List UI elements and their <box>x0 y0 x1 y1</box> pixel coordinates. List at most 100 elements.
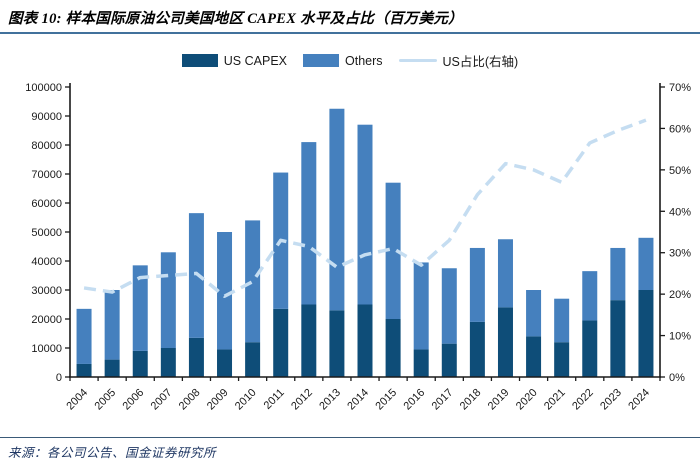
left-tick-label: 10000 <box>31 343 62 355</box>
us-capex-bar <box>132 350 148 377</box>
capex-stacked-bar-line-chart: 0 10000 20000 30000 40000 50000 60000 70000 8000… <box>25 82 691 413</box>
footer-divider <box>0 437 700 438</box>
year-label: 2010 <box>233 387 259 413</box>
right-tick-label: 20% <box>669 289 691 301</box>
others-bar <box>245 220 261 343</box>
us-capex-bar <box>76 363 92 377</box>
us-capex-bar <box>217 349 233 377</box>
legend-label-us-share: US占比(右轴) <box>442 55 519 69</box>
others-bar <box>554 298 570 343</box>
us-capex-bar <box>301 304 317 377</box>
legend-item-us-share: US占比(右轴) <box>398 51 519 70</box>
others-bar <box>104 290 120 360</box>
legend-item-us-capex: US CAPEX <box>181 53 287 68</box>
us-capex-bar <box>441 343 457 377</box>
year-label: 2012 <box>289 387 315 413</box>
title-divider <box>0 32 700 34</box>
bars-group <box>76 108 654 377</box>
others-bar <box>526 290 542 337</box>
left-tick-label: 90000 <box>31 111 62 123</box>
left-tick-label: 40000 <box>31 256 62 268</box>
legend-label-others: Others <box>345 53 383 68</box>
right-tick-label: 70% <box>669 82 691 94</box>
us-capex-bar <box>526 336 542 377</box>
left-tick-label: 0 <box>56 372 62 384</box>
others-bar <box>385 182 401 319</box>
us-capex-bar <box>160 348 176 377</box>
year-label: 2011 <box>262 387 287 412</box>
others-bar <box>132 265 148 351</box>
right-tick-label: 10% <box>669 331 691 343</box>
others-bar <box>301 142 317 305</box>
left-tick-label: 50000 <box>31 227 62 239</box>
us-capex-bar <box>554 342 570 377</box>
us-capex-bar <box>413 349 429 377</box>
left-tick-label: 20000 <box>31 314 62 326</box>
others-bar <box>413 262 429 350</box>
us-capex-bar <box>497 307 513 377</box>
others-bar <box>217 232 233 350</box>
us-share-line <box>83 118 647 298</box>
left-tick-label: 80000 <box>31 140 62 152</box>
others-bar <box>357 124 373 305</box>
us-capex-bar <box>188 337 204 377</box>
year-label: 2017 <box>430 387 456 413</box>
chart-legend: US CAPEX Others US占比(右轴) <box>0 51 700 70</box>
us-capex-bar <box>385 319 401 377</box>
us-capex-bar <box>582 320 598 377</box>
us-capex-bar <box>610 300 626 377</box>
us-capex-bar <box>245 342 261 377</box>
year-label: 2013 <box>317 387 343 413</box>
legend-item-others: Others <box>303 54 383 68</box>
us-capex-bar <box>638 290 654 377</box>
right-tick-label: 60% <box>669 123 691 135</box>
year-label: 2009 <box>205 387 231 413</box>
us-capex-bar <box>273 308 289 377</box>
right-tick-label: 30% <box>669 248 691 260</box>
figure-title: 图表 10: 样本国际原油公司美国地区 CAPEX 水平及占比（百万美元） <box>8 11 463 27</box>
right-tick-label: 40% <box>669 206 691 218</box>
us-capex-bar <box>104 359 120 377</box>
others-bar <box>497 239 513 308</box>
year-label: 2014 <box>345 387 371 413</box>
year-label: 2018 <box>458 387 484 413</box>
source-note: 来源：各公司公告、国金证券研究所 <box>8 446 217 460</box>
others-bar <box>638 237 654 290</box>
right-tick-label: 50% <box>669 165 691 177</box>
axes-group <box>69 83 661 378</box>
others-swatch-icon <box>303 54 339 67</box>
us-capex-swatch-icon <box>181 54 218 67</box>
year-label: 2006 <box>121 387 147 413</box>
year-label: 2016 <box>402 387 428 413</box>
year-label: 2005 <box>92 387 118 413</box>
left-tick-label: 100000 <box>25 82 62 94</box>
us-capex-bar <box>329 310 345 377</box>
legend-label-us-capex: US CAPEX <box>223 53 287 68</box>
year-label: 2015 <box>373 387 399 413</box>
others-bar <box>582 271 598 321</box>
others-bar <box>469 247 485 322</box>
ticks-group <box>65 86 665 381</box>
us-share-line-icon <box>398 58 437 63</box>
year-label: 2020 <box>514 387 540 413</box>
year-label: 2008 <box>177 387 203 413</box>
left-tick-label: 30000 <box>31 285 62 297</box>
others-bar <box>610 247 626 301</box>
others-bar <box>441 268 457 344</box>
others-bar <box>76 308 92 364</box>
us-capex-bar <box>469 321 485 377</box>
us-capex-bar <box>357 304 373 377</box>
year-label: 2019 <box>486 387 512 413</box>
year-label: 2022 <box>570 387 596 413</box>
year-label: 2023 <box>598 387 624 413</box>
right-tick-label: 0% <box>669 372 685 384</box>
year-label: 2024 <box>626 387 652 413</box>
others-bar <box>160 252 176 348</box>
others-bar <box>329 108 345 311</box>
year-label: 2007 <box>149 387 175 413</box>
left-tick-label: 70000 <box>31 169 62 181</box>
left-tick-label: 60000 <box>31 198 62 210</box>
year-label: 2004 <box>64 387 90 413</box>
year-label: 2021 <box>542 387 568 413</box>
